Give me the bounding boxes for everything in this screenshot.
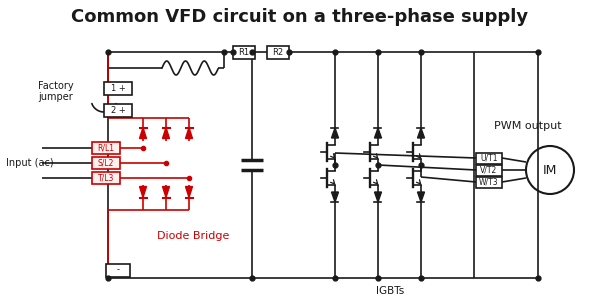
Bar bbox=[267, 46, 289, 59]
Bar bbox=[92, 172, 120, 184]
Bar bbox=[233, 46, 255, 59]
Text: PWM output: PWM output bbox=[494, 121, 562, 131]
Polygon shape bbox=[418, 192, 424, 202]
Text: T/L3: T/L3 bbox=[98, 173, 114, 183]
Polygon shape bbox=[139, 187, 146, 197]
Text: Diode Bridge: Diode Bridge bbox=[157, 231, 229, 241]
Bar bbox=[92, 142, 120, 154]
Text: Factory: Factory bbox=[38, 81, 74, 91]
Text: IM: IM bbox=[543, 164, 557, 176]
Polygon shape bbox=[331, 128, 338, 138]
Text: 1 +: 1 + bbox=[110, 83, 125, 92]
Text: V/T2: V/T2 bbox=[481, 165, 497, 175]
Polygon shape bbox=[331, 192, 338, 202]
Text: Common VFD circuit on a three-phase supply: Common VFD circuit on a three-phase supp… bbox=[71, 8, 529, 26]
Bar bbox=[92, 157, 120, 169]
Polygon shape bbox=[418, 128, 424, 138]
Bar bbox=[476, 152, 502, 164]
Polygon shape bbox=[139, 128, 146, 139]
Polygon shape bbox=[374, 128, 382, 138]
Polygon shape bbox=[163, 187, 170, 197]
Bar bbox=[104, 82, 132, 95]
Bar bbox=[476, 176, 502, 188]
Text: U/T1: U/T1 bbox=[480, 153, 498, 163]
Text: 2 +: 2 + bbox=[110, 106, 125, 115]
Bar bbox=[104, 103, 132, 116]
Polygon shape bbox=[185, 128, 193, 139]
Polygon shape bbox=[163, 128, 170, 139]
Text: R1: R1 bbox=[238, 47, 250, 56]
Text: -: - bbox=[116, 265, 119, 274]
Bar bbox=[476, 164, 502, 176]
Text: IGBTs: IGBTs bbox=[376, 286, 404, 296]
Text: W/T3: W/T3 bbox=[479, 177, 499, 187]
Polygon shape bbox=[185, 187, 193, 197]
Bar bbox=[106, 264, 130, 277]
Text: Input (ac): Input (ac) bbox=[6, 158, 54, 168]
Text: S/L2: S/L2 bbox=[98, 159, 114, 168]
Text: R/L1: R/L1 bbox=[98, 144, 115, 152]
Text: R2: R2 bbox=[272, 47, 284, 56]
Polygon shape bbox=[374, 192, 382, 202]
Text: jumper: jumper bbox=[38, 92, 73, 102]
